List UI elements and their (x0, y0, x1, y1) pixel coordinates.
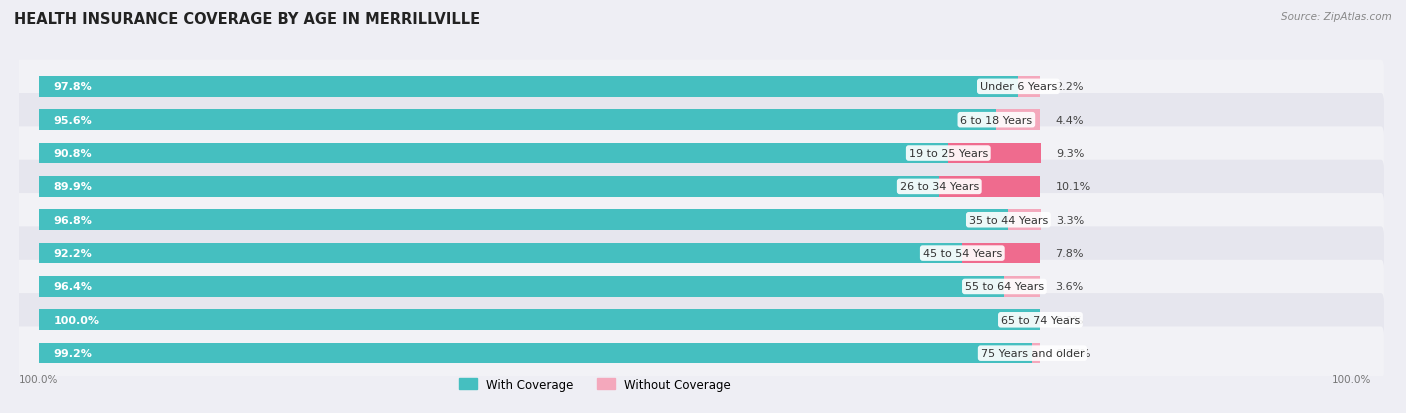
FancyBboxPatch shape (15, 260, 1384, 313)
FancyBboxPatch shape (15, 61, 1384, 114)
Bar (1004, 276, 1040, 297)
Bar (997, 110, 1040, 131)
Bar (962, 243, 1040, 264)
Text: 97.8%: 97.8% (53, 82, 93, 92)
Bar (948, 143, 1042, 164)
Bar (39, 310, 1040, 330)
Bar (39, 77, 1018, 97)
FancyBboxPatch shape (15, 227, 1384, 280)
Bar (39, 210, 1008, 230)
Text: 96.4%: 96.4% (53, 282, 93, 292)
Text: 6 to 18 Years: 6 to 18 Years (960, 115, 1032, 126)
Text: 99.2%: 99.2% (53, 348, 93, 358)
FancyBboxPatch shape (15, 160, 1384, 214)
Text: 3.3%: 3.3% (1056, 215, 1084, 225)
Text: 45 to 54 Years: 45 to 54 Years (922, 249, 1002, 259)
Text: 75 Years and older: 75 Years and older (980, 348, 1084, 358)
Bar (39, 143, 948, 164)
Text: 90.8%: 90.8% (53, 149, 93, 159)
Text: 19 to 25 Years: 19 to 25 Years (908, 149, 988, 159)
Bar (1032, 343, 1040, 363)
Bar (1008, 210, 1042, 230)
Bar (39, 110, 997, 131)
Text: 0.77%: 0.77% (1054, 348, 1091, 358)
FancyBboxPatch shape (15, 327, 1384, 380)
Bar (939, 177, 1040, 197)
Text: 92.2%: 92.2% (53, 249, 93, 259)
Text: 3.6%: 3.6% (1056, 282, 1084, 292)
Bar (39, 276, 1004, 297)
Text: Source: ZipAtlas.com: Source: ZipAtlas.com (1281, 12, 1392, 22)
Text: 55 to 64 Years: 55 to 64 Years (965, 282, 1043, 292)
Text: 10.1%: 10.1% (1056, 182, 1091, 192)
Text: HEALTH INSURANCE COVERAGE BY AGE IN MERRILLVILLE: HEALTH INSURANCE COVERAGE BY AGE IN MERR… (14, 12, 481, 27)
Text: Under 6 Years: Under 6 Years (980, 82, 1057, 92)
Text: 65 to 74 Years: 65 to 74 Years (1001, 315, 1080, 325)
Bar (1018, 77, 1040, 97)
FancyBboxPatch shape (15, 127, 1384, 180)
Bar (39, 177, 939, 197)
Text: 26 to 34 Years: 26 to 34 Years (900, 182, 979, 192)
Text: 100.0%: 100.0% (20, 374, 59, 384)
Legend: With Coverage, Without Coverage: With Coverage, Without Coverage (460, 378, 731, 391)
FancyBboxPatch shape (15, 293, 1384, 347)
Text: 35 to 44 Years: 35 to 44 Years (969, 215, 1047, 225)
Text: 4.4%: 4.4% (1056, 115, 1084, 126)
Text: 89.9%: 89.9% (53, 182, 93, 192)
Text: 95.6%: 95.6% (53, 115, 93, 126)
Text: 100.0%: 100.0% (53, 315, 100, 325)
FancyBboxPatch shape (15, 94, 1384, 147)
Text: 96.8%: 96.8% (53, 215, 93, 225)
Text: 0.0%: 0.0% (1056, 315, 1084, 325)
Text: 2.2%: 2.2% (1056, 82, 1084, 92)
Text: 9.3%: 9.3% (1056, 149, 1085, 159)
Text: 100.0%: 100.0% (1331, 374, 1371, 384)
Bar (39, 343, 1032, 363)
Text: 7.8%: 7.8% (1056, 249, 1084, 259)
FancyBboxPatch shape (15, 194, 1384, 247)
Bar (39, 243, 962, 264)
